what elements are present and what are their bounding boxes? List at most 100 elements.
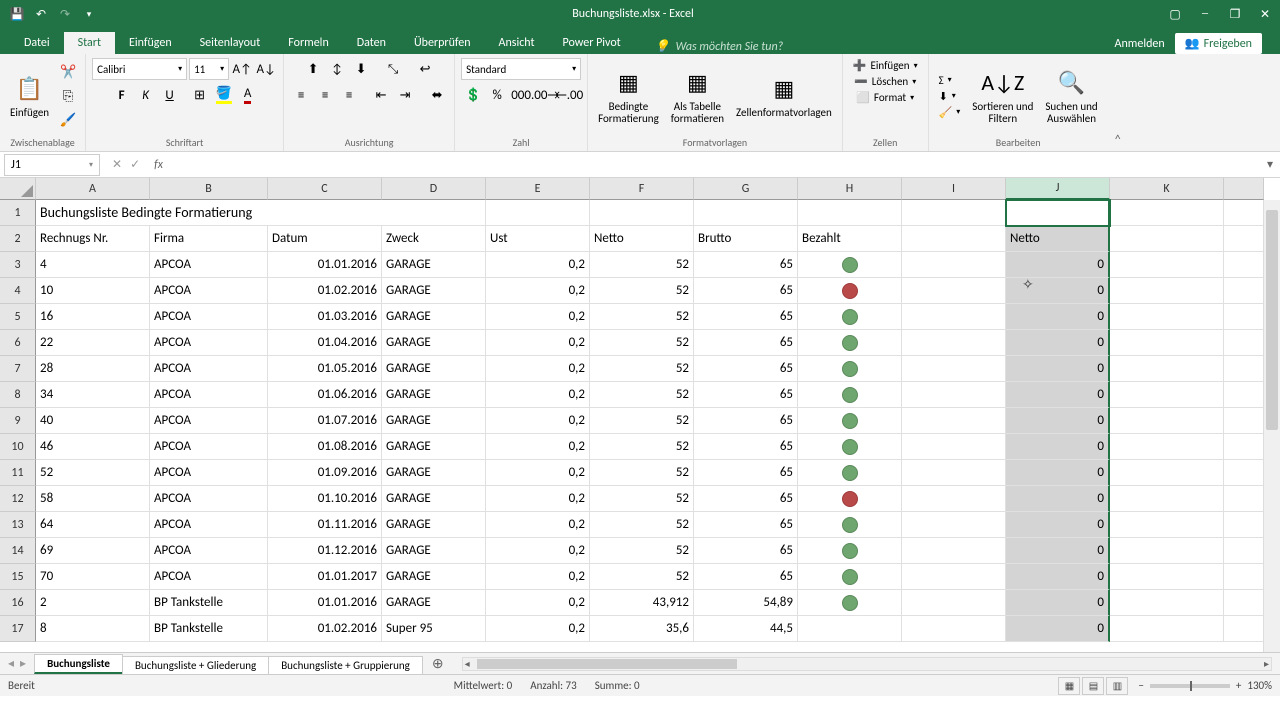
align-right-icon[interactable]: ≡ [338, 84, 360, 106]
cell-header-3[interactable]: Zweck [382, 226, 486, 252]
normal-view-icon[interactable]: ▦ [1058, 677, 1080, 695]
bold-button[interactable]: F [111, 84, 133, 106]
cell-J7[interactable]: 0 [1006, 356, 1110, 382]
cell-E12[interactable]: 0,2 [486, 486, 590, 512]
decrease-font-icon[interactable]: A↓ [255, 58, 277, 80]
cell-A8[interactable]: 34 [36, 382, 150, 408]
cell-C4[interactable]: 01.02.2016 [268, 278, 382, 304]
cell-C8[interactable]: 01.06.2016 [268, 382, 382, 408]
sheet-nav-prev-icon[interactable]: ◂ [8, 656, 14, 671]
row-header-2[interactable]: 2 [0, 226, 36, 252]
copy-icon[interactable]: ⎘ [57, 85, 79, 107]
cell-empty[interactable] [1224, 330, 1264, 356]
cell-C12[interactable]: 01.10.2016 [268, 486, 382, 512]
row-header-13[interactable]: 13 [0, 512, 36, 538]
cell-G3[interactable]: 65 [694, 252, 798, 278]
sheet-nav-next-icon[interactable]: ▸ [20, 656, 26, 671]
cell-H12[interactable] [798, 486, 902, 512]
format-as-table-button[interactable]: ▦ Als Tabelle formatieren [667, 65, 728, 127]
tab-start[interactable]: Start [64, 32, 115, 54]
borders-icon[interactable]: ⊞ [189, 84, 211, 106]
cell-A15[interactable]: 70 [36, 564, 150, 590]
collapse-ribbon-icon[interactable]: ^ [1108, 54, 1128, 151]
cell-B15[interactable]: APCOA [150, 564, 268, 590]
cell-A6[interactable]: 22 [36, 330, 150, 356]
cell-D4[interactable]: GARAGE [382, 278, 486, 304]
row-header-5[interactable]: 5 [0, 304, 36, 330]
font-name-select[interactable]: Calibri▾ [92, 58, 187, 80]
cell-header-4[interactable]: Ust [486, 226, 590, 252]
cell-I13[interactable] [902, 512, 1006, 538]
row-header-15[interactable]: 15 [0, 564, 36, 590]
cell-G6[interactable]: 65 [694, 330, 798, 356]
cell-E15[interactable]: 0,2 [486, 564, 590, 590]
row-header-16[interactable]: 16 [0, 590, 36, 616]
cell-I16[interactable] [902, 590, 1006, 616]
select-all-corner[interactable] [0, 178, 36, 200]
cell-G10[interactable]: 65 [694, 434, 798, 460]
comma-icon[interactable]: 000 [510, 84, 532, 106]
cell-empty[interactable] [1224, 460, 1264, 486]
page-layout-icon[interactable]: ▤ [1082, 677, 1104, 695]
cell-H14[interactable] [798, 538, 902, 564]
share-button[interactable]: 👥 Freigeben [1175, 33, 1262, 54]
cell-styles-button[interactable]: ▦ Zellenformatvorlagen [732, 71, 836, 121]
cell-D10[interactable]: GARAGE [382, 434, 486, 460]
cell-H11[interactable] [798, 460, 902, 486]
cell-K9[interactable] [1110, 408, 1224, 434]
decrease-indent-icon[interactable]: ⇤ [370, 84, 392, 106]
cell-B7[interactable]: APCOA [150, 356, 268, 382]
cell-K8[interactable] [1110, 382, 1224, 408]
cell-K7[interactable] [1110, 356, 1224, 382]
cell-C3[interactable]: 01.01.2016 [268, 252, 382, 278]
cell-J13[interactable]: 0 [1006, 512, 1110, 538]
close-icon[interactable]: ✕ [1250, 0, 1280, 28]
cell-E3[interactable]: 0,2 [486, 252, 590, 278]
cell-empty[interactable] [1224, 382, 1264, 408]
orientation-icon[interactable]: ⤡ [382, 58, 404, 80]
cell-empty[interactable] [1224, 512, 1264, 538]
col-header-H[interactable]: H [798, 178, 902, 200]
tab-datei[interactable]: Datei [10, 32, 64, 54]
find-select-button[interactable]: 🔍 Suchen und Auswählen [1041, 65, 1101, 127]
cell-C9[interactable]: 01.07.2016 [268, 408, 382, 434]
align-left-icon[interactable]: ≡ [290, 84, 312, 106]
cell-D12[interactable]: GARAGE [382, 486, 486, 512]
vertical-scrollbar[interactable] [1263, 200, 1280, 652]
cell-H10[interactable] [798, 434, 902, 460]
cell-H15[interactable] [798, 564, 902, 590]
formula-input[interactable] [169, 154, 1260, 176]
cell-C16[interactable]: 01.01.2016 [268, 590, 382, 616]
cell-G7[interactable]: 65 [694, 356, 798, 382]
cell-J8[interactable]: 0 [1006, 382, 1110, 408]
cell-empty[interactable] [1224, 538, 1264, 564]
number-format-select[interactable]: Standard▾ [461, 58, 581, 80]
cell-G17[interactable]: 44,5 [694, 616, 798, 642]
cell-empty[interactable] [1224, 356, 1264, 382]
cell-I14[interactable] [902, 538, 1006, 564]
cell-G15[interactable]: 65 [694, 564, 798, 590]
cell-H5[interactable] [798, 304, 902, 330]
cell-empty[interactable] [798, 200, 902, 226]
cell-E17[interactable]: 0,2 [486, 616, 590, 642]
cell-G12[interactable]: 65 [694, 486, 798, 512]
cell-I5[interactable] [902, 304, 1006, 330]
cell-I6[interactable] [902, 330, 1006, 356]
cell-J5[interactable]: 0 [1006, 304, 1110, 330]
tab-ansicht[interactable]: Ansicht [485, 32, 549, 54]
cell-D5[interactable]: GARAGE [382, 304, 486, 330]
cell-E9[interactable]: 0,2 [486, 408, 590, 434]
cell-F16[interactable]: 43,912 [590, 590, 694, 616]
row-header-1[interactable]: 1 [0, 200, 36, 226]
col-header-F[interactable]: F [590, 178, 694, 200]
col-header-B[interactable]: B [150, 178, 268, 200]
cell-F11[interactable]: 52 [590, 460, 694, 486]
cell-H13[interactable] [798, 512, 902, 538]
font-size-select[interactable]: 11▾ [189, 58, 229, 80]
tab-powerpivot[interactable]: Power Pivot [549, 32, 635, 54]
cell-D6[interactable]: GARAGE [382, 330, 486, 356]
cell-G9[interactable]: 65 [694, 408, 798, 434]
maximize-icon[interactable]: ❐ [1220, 0, 1250, 28]
cell-I9[interactable] [902, 408, 1006, 434]
page-break-icon[interactable]: ▥ [1106, 677, 1128, 695]
